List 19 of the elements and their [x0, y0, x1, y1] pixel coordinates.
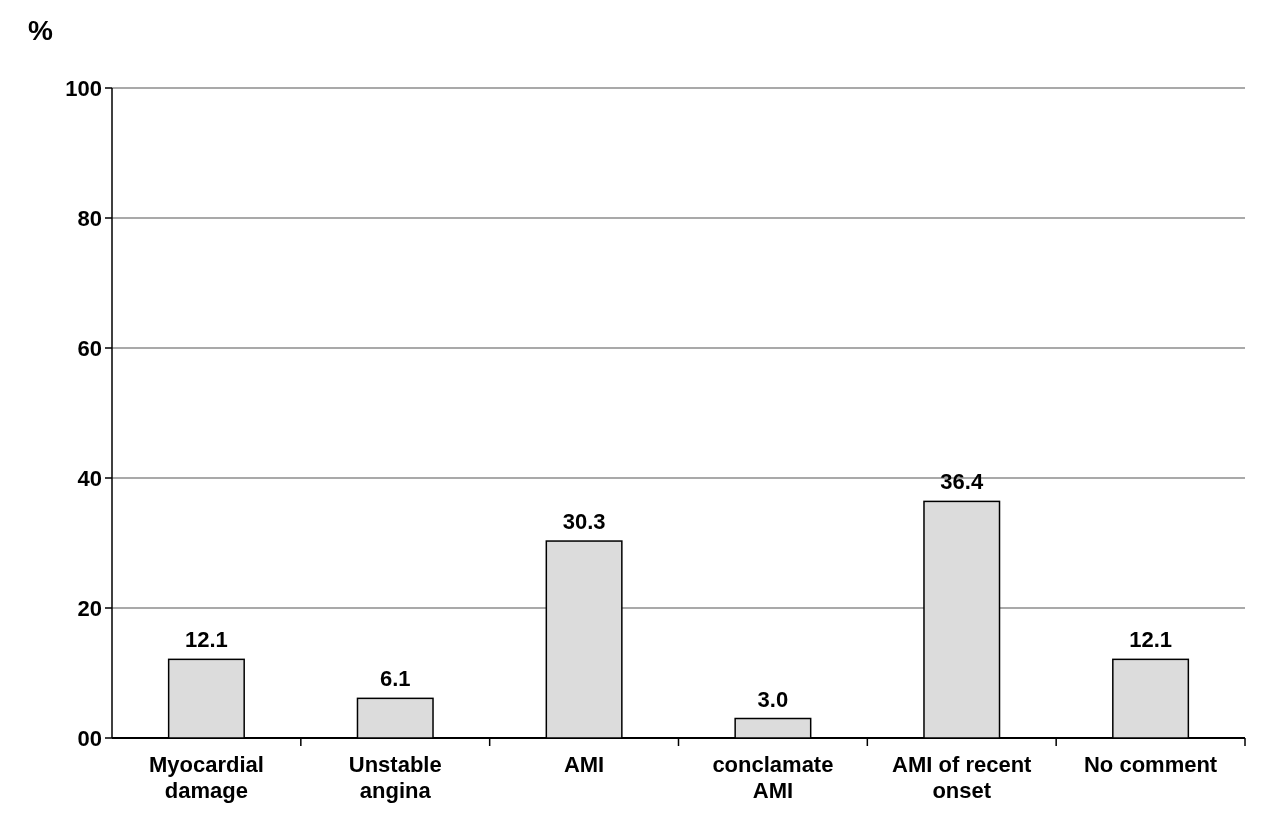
x-tick-label: Myocardial damage [148, 752, 264, 803]
data-label: 3.0 [757, 686, 789, 712]
x-tick-label: Unstable angina [348, 752, 442, 803]
y-tick-label: 00 [77, 725, 102, 751]
y-tick-label: 80 [77, 205, 102, 231]
y-axis-title: % [28, 15, 53, 46]
y-tick-label: 60 [77, 335, 102, 361]
x-tick-label: No comment [1083, 752, 1218, 777]
x-tick-label: conclamate AMI [712, 752, 834, 803]
x-tick-label: AMI of recent onset [892, 752, 1033, 803]
data-label: 30.3 [562, 509, 606, 535]
y-tick-label: 20 [77, 595, 102, 621]
y-tick-label: 40 [77, 465, 102, 491]
data-label: 36.4 [940, 469, 984, 495]
data-label: 12.1 [185, 627, 228, 653]
data-label: 6.1 [379, 666, 411, 692]
data-label: 12.1 [1129, 627, 1172, 653]
y-tick-label: 100 [65, 75, 102, 101]
x-tick-label: AMI [563, 752, 605, 777]
